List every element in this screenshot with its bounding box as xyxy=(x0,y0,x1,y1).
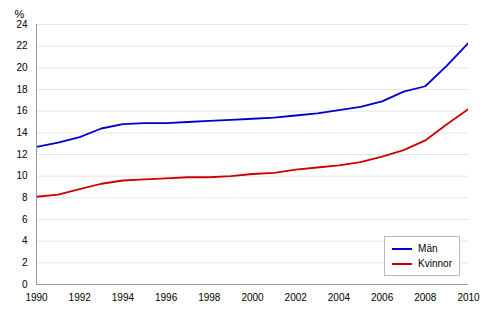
svg-text:1998: 1998 xyxy=(198,292,221,303)
svg-text:2008: 2008 xyxy=(414,292,437,303)
svg-text:10: 10 xyxy=(16,170,28,181)
svg-text:20: 20 xyxy=(16,62,28,73)
svg-text:2: 2 xyxy=(22,257,28,268)
html-text:Kvinnor: Kvinnor xyxy=(418,258,452,269)
svg-text:2010: 2010 xyxy=(457,292,480,303)
svg-text:14: 14 xyxy=(16,127,28,138)
svg-text:4: 4 xyxy=(22,235,28,246)
svg-text:22: 22 xyxy=(16,40,28,51)
svg-text:24: 24 xyxy=(16,19,28,30)
svg-text:%: % xyxy=(15,8,25,20)
svg-text:2002: 2002 xyxy=(285,292,308,303)
html-text:Män: Män xyxy=(418,243,438,254)
svg-text:1990: 1990 xyxy=(25,292,48,303)
svg-text:12: 12 xyxy=(16,149,28,160)
svg-text:6: 6 xyxy=(22,214,28,225)
svg-text:8: 8 xyxy=(22,192,28,203)
svg-text:18: 18 xyxy=(16,84,28,95)
svg-text:16: 16 xyxy=(16,105,28,116)
svg-text:2006: 2006 xyxy=(371,292,394,303)
svg-text:2004: 2004 xyxy=(328,292,351,303)
svg-text:2000: 2000 xyxy=(241,292,264,303)
svg-text:1996: 1996 xyxy=(155,292,178,303)
svg-text:1994: 1994 xyxy=(112,292,135,303)
svg-text:1992: 1992 xyxy=(69,292,92,303)
svg-text:0: 0 xyxy=(22,279,28,290)
